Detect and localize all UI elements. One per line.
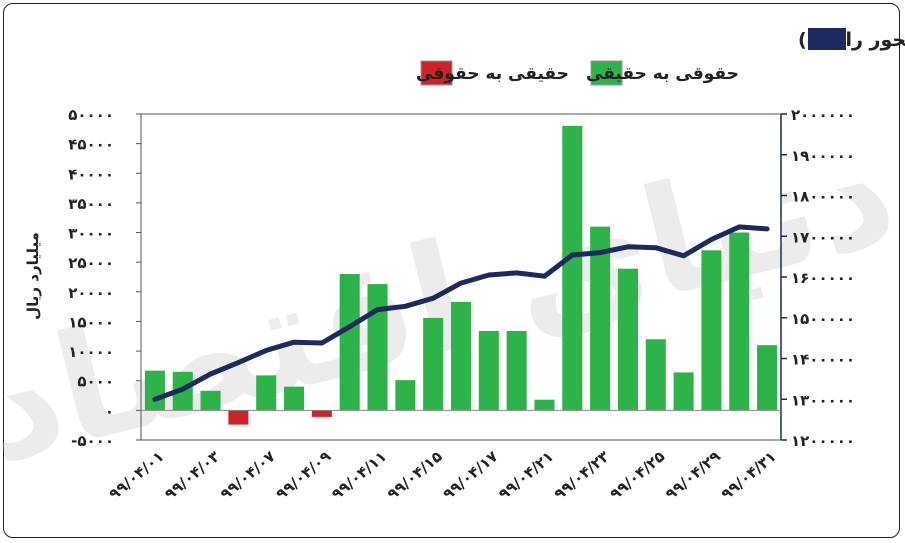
right-tick-label: ۱۹۰۰۰۰۰ [791, 147, 855, 165]
bar-99/04/18 [506, 330, 527, 411]
bar-99/04/08 [284, 386, 305, 411]
index-line-group [152, 224, 770, 402]
bar-99/04/30 [729, 232, 750, 411]
right-tick-label: ۱۳۰۰۰۰۰ [791, 391, 855, 409]
x-tick-label: ۹۹/۰۴/۳۱ [718, 447, 780, 503]
right-tick-label: ۱۸۰۰۰۰۰ [791, 188, 855, 206]
bar-group [144, 125, 778, 425]
left-tick-label: ۴۰۰۰۰ [68, 165, 114, 183]
bar-99/04/09 [311, 410, 332, 417]
right-tick-label: ۱۷۰۰۰۰۰ [791, 228, 855, 246]
left-tick-label: -۵۰۰۰ [71, 432, 114, 450]
bar-99/04/21 [534, 399, 555, 411]
bar-99/04/03 [200, 390, 221, 411]
right-tick-label: ۱۵۰۰۰۰۰ [791, 310, 855, 328]
left-tick-group: ۵۰۰۰۰۴۵۰۰۰۴۰۰۰۰۳۵۰۰۰۳۰۰۰۰۲۵۰۰۰۲۰۰۰۰۱۵۰۰۰… [68, 106, 141, 450]
legend-swatch-negative [420, 60, 453, 86]
legend-label-positive: حقوقی به حقیقی [586, 64, 739, 84]
x-tick-label: ۹۹/۰۴/۲۳ [551, 447, 613, 503]
bar-99/04/31 [757, 345, 778, 411]
x-tick-label: ۹۹/۰۴/۰۷ [217, 447, 279, 503]
x-tick-label: ۹۹/۰۴/۲۱ [495, 447, 557, 503]
bar-99/04/16 [450, 301, 472, 411]
bar-99/04/29 [701, 250, 722, 411]
right-tick-label: ۱۲۰۰۰۰۰ [791, 432, 855, 450]
watermark: دنیای اقتصاد [0, 103, 905, 497]
y-axis-label: میلیارد ریال [24, 232, 42, 320]
bar-99/04/01 [144, 370, 165, 411]
bar-99/04/24 [617, 268, 638, 411]
x-tick-label: ۹۹/۰۴/۲۹ [662, 447, 724, 503]
bar-99/04/10 [339, 274, 360, 411]
left-tick-label: ۵۰۰۰۰ [68, 106, 114, 124]
bar-99/04/25 [645, 339, 666, 411]
left-tick-label: ۱۵۰۰۰ [68, 313, 114, 331]
bar-99/04/07 [256, 375, 277, 411]
chart-frame [3, 3, 900, 538]
left-tick-label: ۴۵۰۰۰ [68, 136, 114, 154]
right-tick-label: ۱۴۰۰۰۰۰ [791, 351, 855, 369]
right-tick-label: ۱۶۰۰۰۰۰ [791, 269, 855, 287]
left-tick-label: ۱۰۰۰۰ [68, 343, 114, 361]
left-tick-label: ۳۰۰۰۰ [68, 225, 114, 243]
right-tick-label: ۲۰۰۰۰۰۰ [791, 106, 855, 124]
right-tick-group: ۲۰۰۰۰۰۰ ۱۹۰۰۰۰۰ ۱۸۰۰۰۰۰ ۱۷۰۰۰۰۰ ۱۶۰۰۰۰۰ ۱۵۰۰۰… [781, 106, 855, 450]
bar-99/04/22 [562, 125, 583, 411]
left-tick-label: ۵۰۰۰ [77, 373, 114, 391]
x-tick-group: ۹۹/۰۴/۰۱۹۹/۰۴/۰۳۹۹/۰۴/۰۷۹۹/۰۴/۰۹۹۹/۰۴/۱۱… [105, 447, 779, 503]
x-tick-label: ۹۹/۰۴/۱۵ [384, 447, 446, 503]
bar-99/04/04 [228, 410, 249, 425]
bar-99/04/14 [395, 380, 416, 411]
bar-99/04/17 [478, 330, 499, 411]
left-tick-label: ۰ [105, 402, 114, 420]
left-tick-label: ۲۵۰۰۰ [68, 254, 114, 272]
x-tick-label: ۹۹/۰۴/۱۷ [439, 447, 501, 503]
legend-label-negative: حقیقی به حقوقی [416, 64, 569, 84]
bar-99/04/23 [590, 226, 611, 411]
bar-99/04/11 [367, 284, 388, 411]
left-tick-label: ۲۰۰۰۰ [68, 284, 114, 302]
bar-99/04/28 [673, 372, 694, 411]
x-tick-label: ۹۹/۰۴/۲۵ [606, 447, 668, 503]
legend-swatch-index [808, 28, 846, 50]
index-series-line [152, 224, 770, 402]
x-tick-label: ۹۹/۰۴/۰۹ [272, 447, 334, 503]
bar-99/04/15 [423, 317, 444, 411]
legend-swatch-positive [590, 60, 623, 86]
x-tick-label: ۹۹/۰۴/۱۱ [328, 447, 390, 503]
left-tick-label: ۳۵۰۰۰ [68, 195, 114, 213]
